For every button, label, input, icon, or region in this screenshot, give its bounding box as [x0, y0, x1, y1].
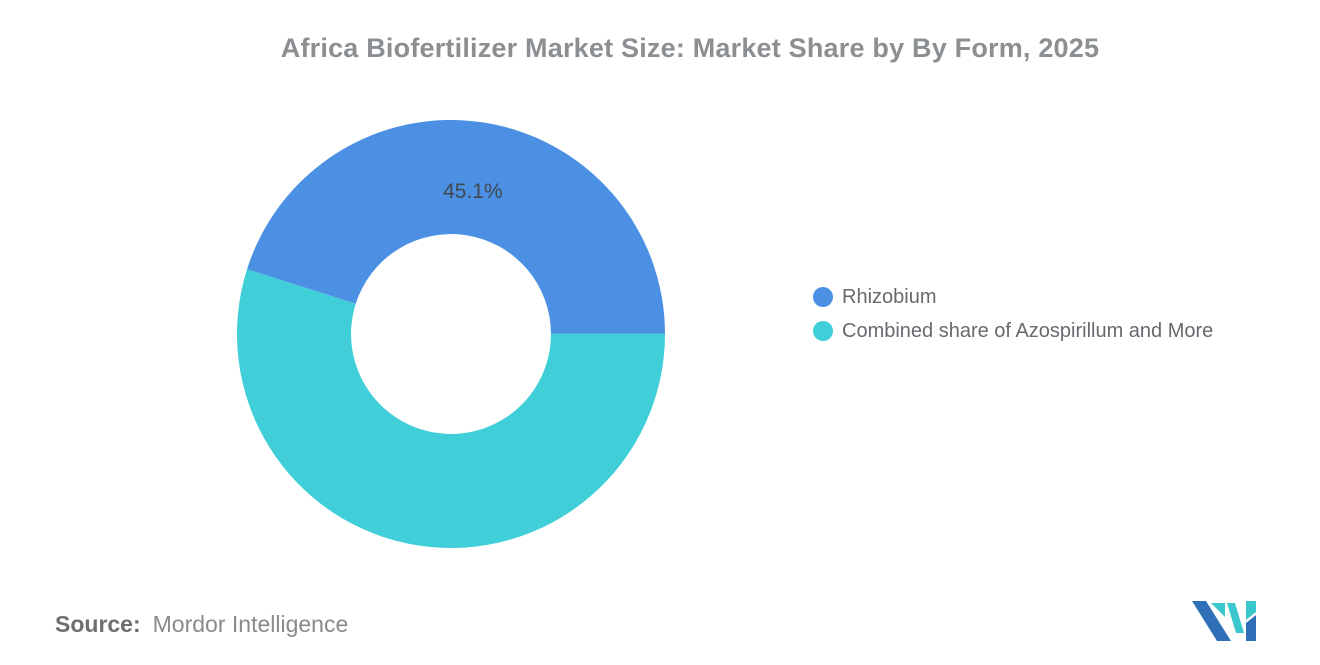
legend-label: Rhizobium [842, 286, 937, 308]
mordor-intelligence-logo-icon [1192, 601, 1256, 641]
legend: Rhizobium Combined share of Azospirillum… [813, 285, 1213, 343]
legend-label: Combined share of Azospirillum and More [842, 320, 1214, 342]
source-label: Source: [55, 611, 141, 637]
logo-shape-left [1192, 601, 1231, 641]
logo-shape-bar-bottom [1246, 615, 1256, 641]
legend-marker-icon [813, 321, 833, 341]
donut-chart: 45.1% [236, 119, 666, 549]
chart-title: Africa Biofertilizer Market Size: Market… [280, 33, 1100, 63]
legend-marker-icon [813, 287, 833, 307]
logo-shape-diagonal [1227, 603, 1244, 633]
legend-item-combined-share[interactable]: Combined share of Azospirillum and More [813, 319, 1213, 343]
donut-slice-2[interactable] [236, 269, 665, 549]
slice-label: 45.1% [443, 180, 503, 204]
source-text: Mordor Intelligence [152, 611, 349, 637]
donut-slice-1[interactable] [247, 120, 665, 334]
logo-shape-bar-top [1246, 601, 1256, 620]
legend-item-rhizobium[interactable]: Rhizobium [813, 285, 1213, 309]
donut-svg [236, 120, 665, 549]
logo-shape-mid [1211, 603, 1225, 617]
source-line: Source: Mordor Intelligence [55, 611, 348, 638]
